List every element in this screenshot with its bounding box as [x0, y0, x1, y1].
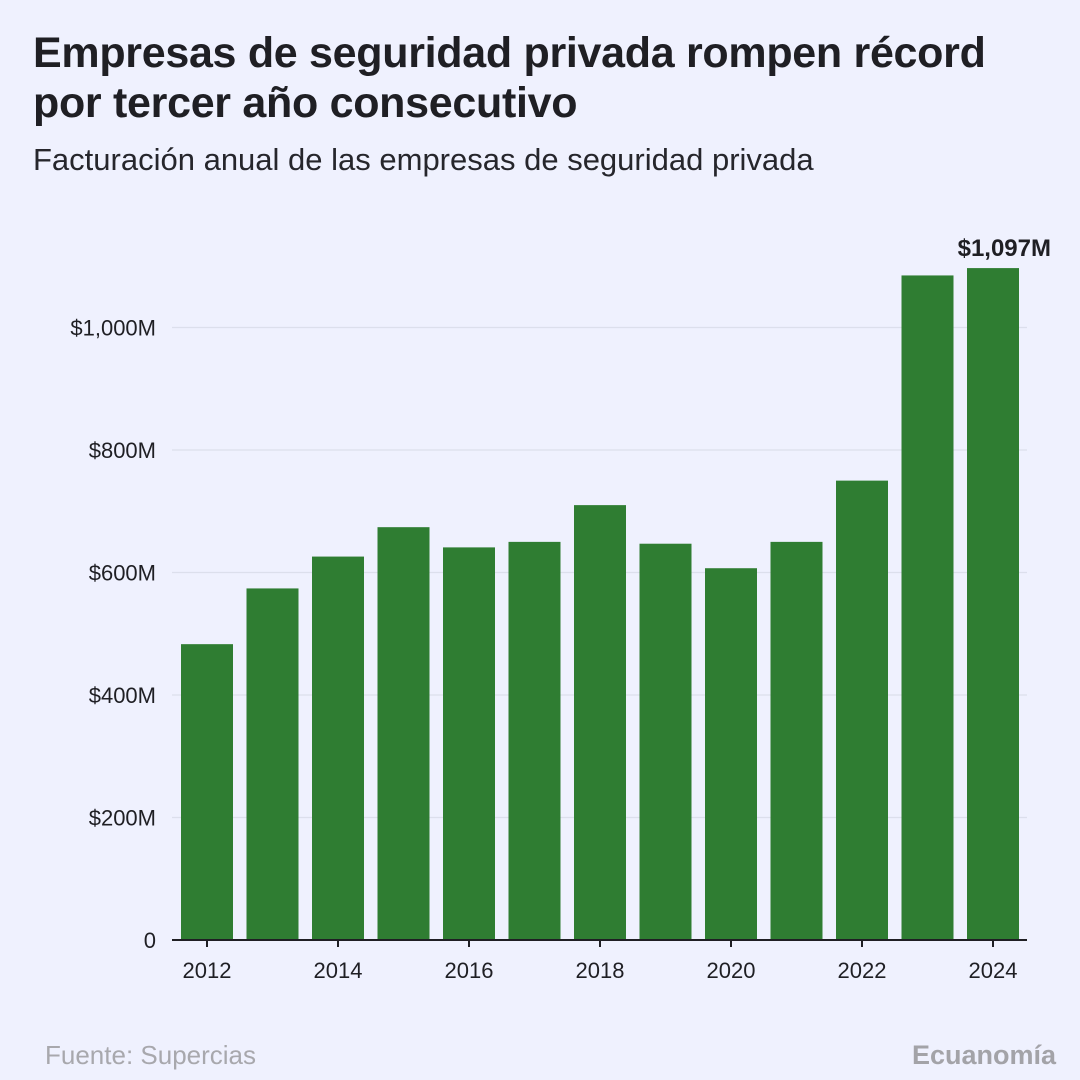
bar-2012: [181, 644, 233, 940]
bar-2018: [574, 505, 626, 940]
bars: [181, 268, 1019, 940]
x-tick-label: 2012: [183, 958, 232, 983]
x-tick-label: 2022: [838, 958, 887, 983]
data-label-2024: $1,097M: [958, 235, 1051, 262]
y-tick-label: $1,000M: [70, 316, 156, 341]
bar-2013: [246, 588, 299, 940]
x-tick-label: 2020: [707, 958, 756, 983]
bar-2019: [639, 543, 692, 940]
chart-subtitle: Facturación anual de las empresas de seg…: [33, 142, 814, 177]
axes: [172, 939, 1027, 947]
bar-2022: [836, 480, 888, 940]
x-tick-label: 2016: [445, 958, 494, 983]
source-note: Fuente: Supercias: [45, 1040, 257, 1070]
y-tick-label: $200M: [89, 806, 156, 831]
labels: 0 $200M $400M $600M $800M $1,000M 2012 2014 2016…: [70, 235, 1051, 983]
bar-2024: [967, 268, 1019, 940]
chart-title: Empresas de seguridad privada rompen réc…: [33, 29, 986, 127]
bar-2014: [312, 556, 364, 940]
bar-2016: [443, 547, 495, 940]
bar-2015: [377, 527, 430, 940]
x-tick-label: 2014: [314, 958, 363, 983]
bar-chart: 0 $200M $400M $600M $800M $1,000M 2012 2014 2016…: [70, 235, 1051, 983]
bar-2020: [705, 568, 757, 940]
bar-2023: [901, 275, 954, 940]
y-tick-label: $600M: [89, 561, 156, 586]
x-tick-label: 2024: [969, 958, 1018, 983]
x-tick-label: 2018: [576, 958, 625, 983]
bar-2017: [508, 541, 561, 940]
bar-2021: [770, 541, 823, 940]
brand-logo-text: Ecuanomía: [911, 1040, 1056, 1070]
y-tick-label: $400M: [89, 683, 156, 708]
y-tick-label: 0: [144, 928, 156, 953]
y-tick-label: $800M: [89, 438, 156, 463]
